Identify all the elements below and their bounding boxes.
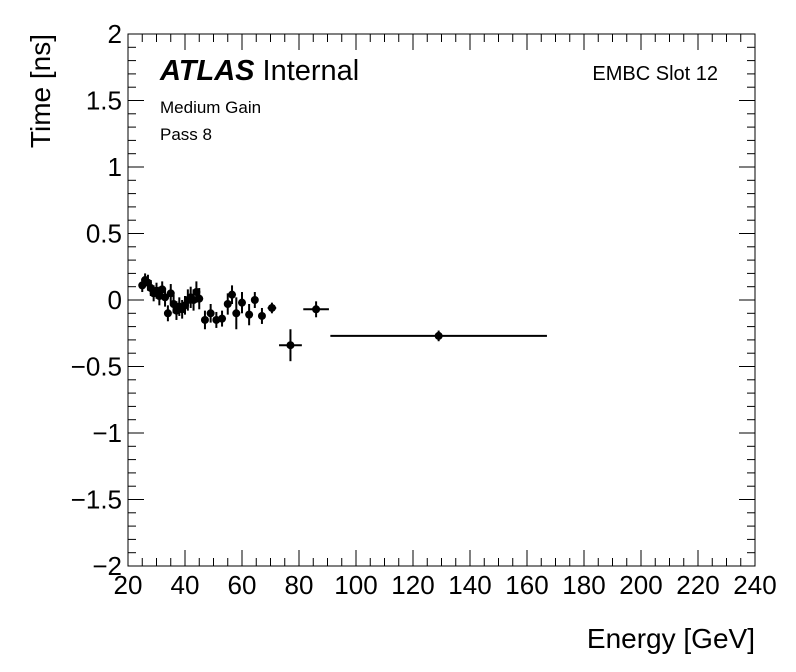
y-tick-label: −1 — [92, 418, 122, 448]
y-axis-label: Time [ns] — [25, 34, 56, 148]
y-tick-label: −2 — [92, 551, 122, 581]
x-tick-label: 220 — [676, 570, 719, 600]
data-marker — [195, 294, 204, 303]
x-tick-label: 40 — [171, 570, 200, 600]
data-marker — [163, 309, 172, 318]
y-tick-label: −1.5 — [71, 485, 122, 515]
data-marker — [434, 331, 443, 340]
x-tick-labels: 20 40 60 80 100 120 140 160 180 200 220 240 — [114, 570, 777, 600]
data-marker — [267, 303, 276, 312]
y-tick-label: −0.5 — [71, 352, 122, 382]
data-point — [206, 303, 215, 323]
y-tick-label: 0 — [108, 285, 122, 315]
y-tick-label: 1.5 — [86, 86, 122, 116]
data-point — [245, 303, 254, 326]
data-point — [223, 293, 232, 315]
data-point — [330, 330, 547, 342]
data-marker — [286, 341, 295, 350]
data-point — [228, 285, 237, 304]
data-point — [303, 301, 329, 318]
data-points — [138, 273, 547, 362]
gain-label: Medium Gain — [160, 98, 261, 117]
x-tick-label: 60 — [228, 570, 257, 600]
data-marker — [257, 311, 266, 320]
data-point — [232, 297, 241, 330]
data-marker — [200, 315, 209, 324]
data-marker — [218, 314, 227, 323]
atlas-label: ATLAS Internal — [159, 55, 359, 87]
pass-label: Pass 8 — [160, 125, 212, 144]
y-tick-label: 2 — [108, 19, 122, 49]
x-axis-label: Energy [GeV] — [587, 623, 755, 654]
region-label: EMBC Slot 12 — [592, 63, 718, 85]
data-point — [238, 292, 246, 314]
data-point — [161, 288, 170, 307]
data-point — [267, 302, 277, 314]
data-point — [279, 329, 302, 362]
data-point — [200, 310, 209, 330]
x-tick-label: 240 — [733, 570, 776, 600]
y-tick-labels: −2 −1.5 −1 −0.5 0 0.5 1 1.5 2 — [71, 19, 122, 581]
data-marker — [238, 298, 246, 307]
axis-ticks — [127, 33, 756, 567]
x-tick-label: 140 — [448, 570, 491, 600]
x-tick-label: 20 — [114, 570, 143, 600]
x-tick-label: 160 — [505, 570, 548, 600]
data-marker — [228, 290, 237, 299]
x-tick-label: 200 — [619, 570, 662, 600]
x-tick-label: 80 — [285, 570, 314, 600]
data-marker — [250, 296, 259, 304]
x-tick-label: 180 — [562, 570, 605, 600]
data-point — [257, 307, 266, 324]
data-marker — [245, 310, 254, 319]
y-tick-label: 1 — [108, 152, 122, 182]
data-marker — [206, 309, 215, 318]
data-point — [163, 305, 172, 322]
x-tick-label: 120 — [391, 570, 434, 600]
data-point — [250, 292, 259, 308]
atlas-status-text: Internal — [263, 55, 360, 87]
atlas-experiment-text: ATLAS — [159, 55, 255, 87]
y-tick-label: 0.5 — [86, 219, 122, 249]
data-point — [195, 288, 204, 310]
data-marker — [312, 305, 321, 314]
data-marker — [161, 293, 170, 302]
data-point — [218, 310, 227, 327]
x-tick-label: 100 — [334, 570, 377, 600]
data-marker — [232, 309, 241, 318]
data-marker — [223, 299, 232, 308]
